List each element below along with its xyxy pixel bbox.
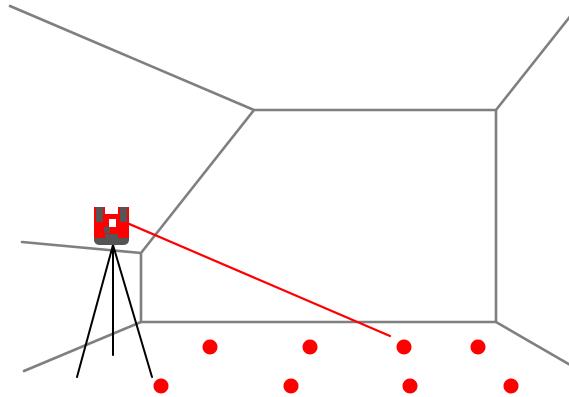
laser-point — [470, 339, 486, 355]
laser-point — [503, 378, 519, 394]
scanner-slot-left-shade — [96, 207, 103, 222]
scanner-slot-right-shade — [120, 207, 127, 222]
laser-beam — [118, 218, 392, 338]
scanner-rotor-window — [109, 219, 116, 227]
floor-edge-left — [22, 320, 143, 373]
ceiling-edge-right — [494, 15, 569, 112]
laser-point — [402, 378, 418, 394]
laser-point — [396, 339, 412, 355]
tripod-leg-right — [112, 244, 153, 378]
laser-point — [202, 339, 218, 355]
laser-point — [302, 339, 318, 355]
left-wall-edge — [20, 240, 143, 255]
laser-points — [153, 339, 519, 394]
laser-scanner-icon — [94, 207, 129, 245]
scanner-body-left — [94, 207, 105, 238]
floor-edge-right — [494, 320, 569, 366]
room-wireframe — [8, 4, 569, 373]
back-wall-outline — [139, 108, 498, 324]
laser-point — [283, 378, 299, 394]
ceiling-edge-left — [8, 4, 256, 112]
scanner-body-right — [118, 207, 129, 238]
laser-point — [153, 378, 169, 394]
tripod-leg-left — [76, 244, 114, 378]
scanner-rotor-shadow — [104, 227, 110, 233]
tripod-icon — [76, 244, 153, 378]
